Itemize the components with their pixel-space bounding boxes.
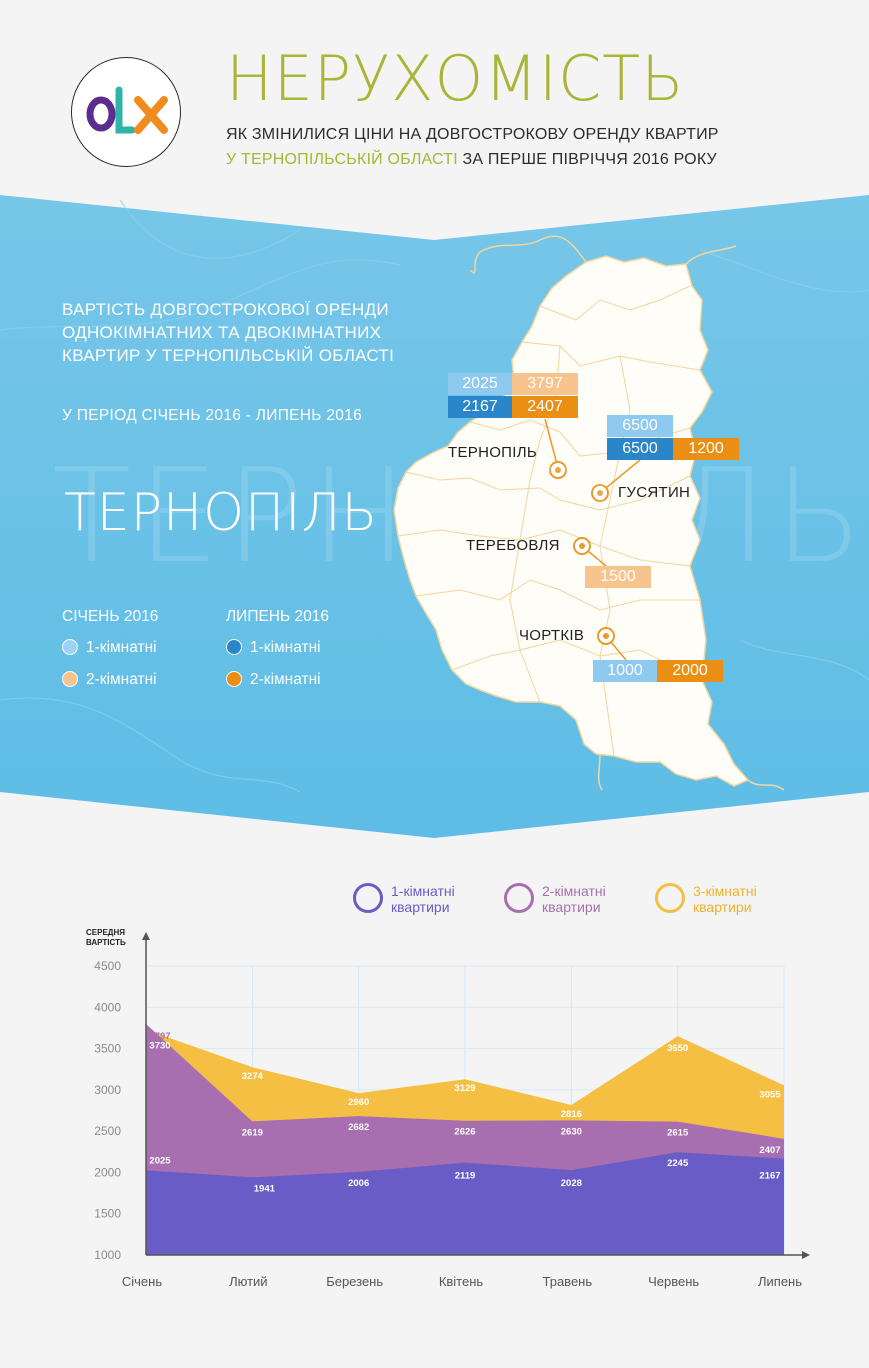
data-label: 2630 [561,1126,582,1137]
rivers [469,235,785,791]
data-label: 2816 [561,1109,582,1120]
region-shape [393,255,750,787]
price-husiatyn-jul-1: 6500 [607,438,673,460]
x-tick-label: Травень [543,1274,593,1289]
data-label: 3730 [149,1041,170,1052]
y-axis-label: ВАРТІСТЬ [86,938,126,947]
price-chortkiv-jan-1: 1000 [593,660,657,682]
city-label-husiatyn: ГУСЯТИН [618,484,691,501]
area-series-1 [146,1152,784,1255]
subtitle-line-1: ЯК ЗМІНИЛИСЯ ЦІНИ НА ДОВГОСТРОКОВУ ОРЕНД… [226,126,719,143]
data-label: 2682 [348,1122,369,1133]
y-tick-label: 3000 [94,1083,121,1097]
price-ternopil-jul-1: 2167 [448,396,512,418]
price-ternopil-jan-1: 2025 [448,373,512,395]
y-axis-label: СЕРЕДНЯ [86,928,125,937]
ring-icon [655,883,685,913]
data-label: 2245 [667,1158,689,1169]
legend-july-title: ЛИПЕНЬ 2016 [226,608,329,625]
data-label: 2167 [759,1171,780,1182]
legend-jul-2room: 2-кімнатні [226,671,321,689]
dark-blue-dot-icon [226,639,242,655]
olx-logo-icon [86,86,168,134]
y-axis-arrow-icon [142,932,150,940]
legend-label: 1-кімнатні [86,639,157,656]
x-tick-label: Липень [758,1274,802,1289]
x-tick-label: Січень [122,1274,162,1289]
chart-legend-label: 2-кімнатні квартири [542,883,606,915]
city-markers [549,461,615,645]
olx-logo [71,57,181,167]
legend-jan-2room: 2-кімнатні [62,671,157,689]
legend-jan-1room: 1-кімнатні [62,639,157,657]
chart-legend-label: 1-кімнатні квартири [391,883,455,915]
legend-label: 1-кімнатні [250,639,321,656]
legend-label: 2-кімнатні [250,671,321,688]
x-tick-label: Квітень [439,1274,484,1289]
y-tick-label: 4500 [94,959,121,973]
data-label: 3274 [242,1071,264,1082]
data-label: 2615 [667,1128,689,1139]
chart-legend-label: 3-кімнатні квартири [693,883,757,915]
light-blue-dot-icon [62,639,78,655]
city-label-chortkiv: ЧОРТКІВ [519,627,585,644]
legend-january-title: СІЧЕНЬ 2016 [62,608,159,625]
x-tick-label: Червень [648,1274,699,1289]
ring-icon [504,883,534,913]
chart-axes [142,932,810,1259]
price-terebovlia-jan-2: 1500 [585,566,651,588]
subtitle-line-2: У ТЕРНОПІЛЬСЬКІЙ ОБЛАСТІ ЗА ПЕРШЕ ПІВРІЧ… [226,151,717,169]
legend-label: 2-кімнатні [86,671,157,688]
price-husiatyn-jul-2: 1200 [673,438,739,460]
data-label: 2619 [242,1127,263,1138]
legend-jul-1room: 1-кімнатні [226,639,321,657]
data-label: 3055 [759,1089,781,1100]
city-title: ТЕРНОПІЛЬ [64,483,379,543]
data-label: 3129 [454,1083,475,1094]
y-tick-label: 4000 [94,1000,121,1014]
section-heading-line: ОДНОКІМНАТНИХ ТА ДВОКІМНАТНИХ [62,323,382,342]
y-tick-label: 2500 [94,1124,121,1138]
x-axis-arrow-icon [802,1251,810,1259]
x-tick-label: Лютий [229,1274,267,1289]
header: НЕРУХОМІСТЬ ЯК ЗМІНИЛИСЯ ЦІНИ НА ДОВГОСТ… [0,0,869,200]
data-label: 3797 [149,1031,170,1042]
ring-icon [353,883,383,913]
section-heading-line: ВАРТІСТЬ ДОВГОСТРОКОВОЇ ОРЕНДИ [62,300,389,319]
data-label: 1941 [254,1183,276,1194]
data-label: 2626 [454,1127,475,1138]
data-label: 2006 [348,1178,369,1189]
section-heading-line: КВАРТИР У ТЕРНОПІЛЬСЬКІЙ ОБЛАСТІ [62,346,395,365]
price-ternopil-jan-2: 3797 [512,373,578,395]
period-text: У ПЕРІОД СІЧЕНЬ 2016 - ЛИПЕНЬ 2016 [62,407,363,424]
city-watermark: ТЕРНОПІЛЬ [52,440,869,592]
y-tick-label: 2000 [94,1165,121,1179]
city-label-ternopil: ТЕРНОПІЛЬ [448,444,538,461]
x-tick-label: Березень [326,1274,383,1289]
district-lines [397,285,701,757]
y-tick-label: 1500 [94,1207,121,1221]
price-chortkiv-jul-2: 2000 [657,660,723,682]
data-label: 2119 [455,1171,476,1182]
page-title: НЕРУХОМІСТЬ [226,42,685,115]
data-label: 2407 [759,1145,780,1156]
light-orange-dot-icon [62,671,78,687]
price-husiatyn-jan-1: 6500 [607,415,673,437]
y-tick-label: 3500 [94,1042,121,1056]
dark-orange-dot-icon [226,671,242,687]
y-tick-label: 1000 [94,1248,121,1262]
chart-areas [146,1024,784,1255]
city-label-terebovlia: ТЕРЕБОВЛЯ [466,537,560,554]
data-label: 2025 [149,1155,171,1166]
data-label: 2028 [561,1178,582,1189]
section-heading: ВАРТІСТЬ ДОВГОСТРОКОВОЇ ОРЕНДИ ОДНОКІМНА… [62,298,394,367]
data-label: 2960 [348,1097,369,1108]
subtitle-rest: ЗА ПЕРШЕ ПІВРІЧЧЯ 2016 РОКУ [457,151,717,168]
chart-labels: 1000 1500 2000 2500 3000 3500 4000 4500 Січень Лю… [86,928,802,1289]
data-label: 3650 [667,1043,688,1054]
subtitle-highlight: У ТЕРНОПІЛЬСЬКІЙ ОБЛАСТІ [226,151,458,168]
price-ternopil-jul-2: 2407 [512,396,578,418]
